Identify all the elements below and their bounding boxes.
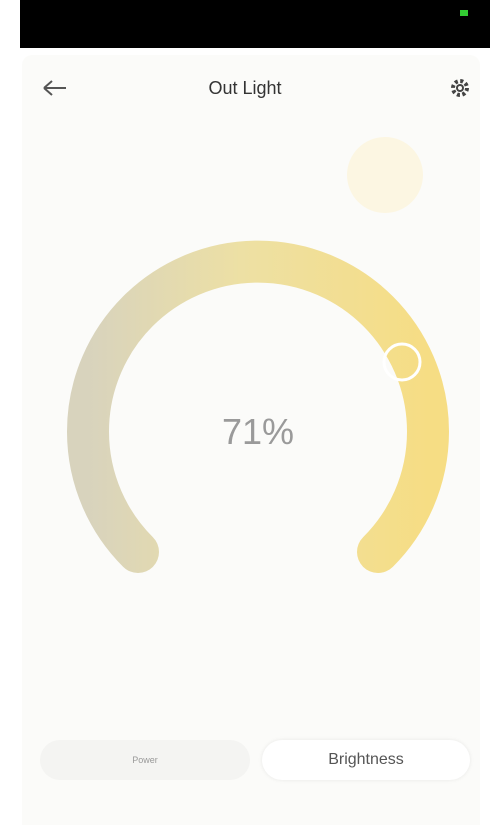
tab-bar: Power Brightness (40, 740, 470, 780)
tab[interactable]: Power (40, 740, 250, 780)
tab[interactable]: Brightness (262, 740, 470, 780)
decor (347, 137, 423, 213)
brightness-value: 71% (222, 411, 294, 452)
battery-icon (460, 10, 468, 16)
graphics: 71% (0, 0, 490, 825)
app-screen: 71% Out Light Power Brightness (() => { … (0, 0, 490, 825)
page-title: Out Light (0, 78, 490, 99)
brightness-ring[interactable] (88, 262, 428, 552)
